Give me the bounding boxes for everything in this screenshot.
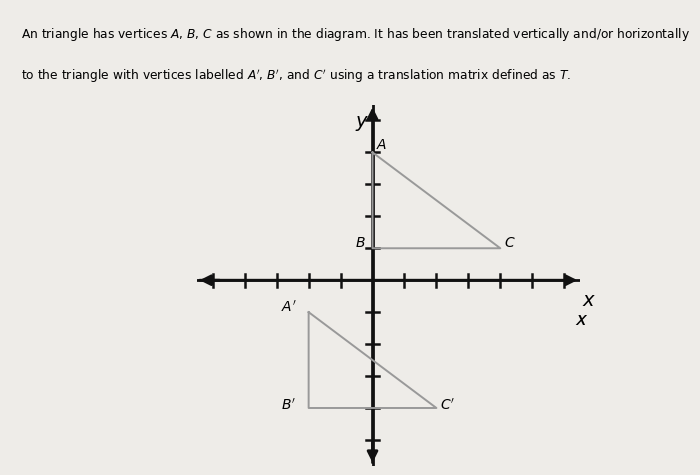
Text: $A'$: $A'$ <box>281 300 298 315</box>
Text: $B$: $B$ <box>355 236 365 250</box>
Text: $B'$: $B'$ <box>281 398 297 413</box>
Text: An triangle has vertices $A$, $B$, $C$ as shown in the diagram. It has been tran: An triangle has vertices $A$, $B$, $C$ a… <box>21 26 690 43</box>
Text: $C$: $C$ <box>504 236 516 250</box>
Text: to the triangle with vertices labelled $A'$, $B'$, and $C'$ using a translation : to the triangle with vertices labelled $… <box>21 68 571 86</box>
Text: $x$: $x$ <box>582 292 596 310</box>
Text: $\mathcal{x}$: $\mathcal{x}$ <box>574 309 588 329</box>
Text: $C'$: $C'$ <box>440 398 456 413</box>
Text: $A$: $A$ <box>377 138 388 152</box>
Text: $y$: $y$ <box>355 114 369 133</box>
